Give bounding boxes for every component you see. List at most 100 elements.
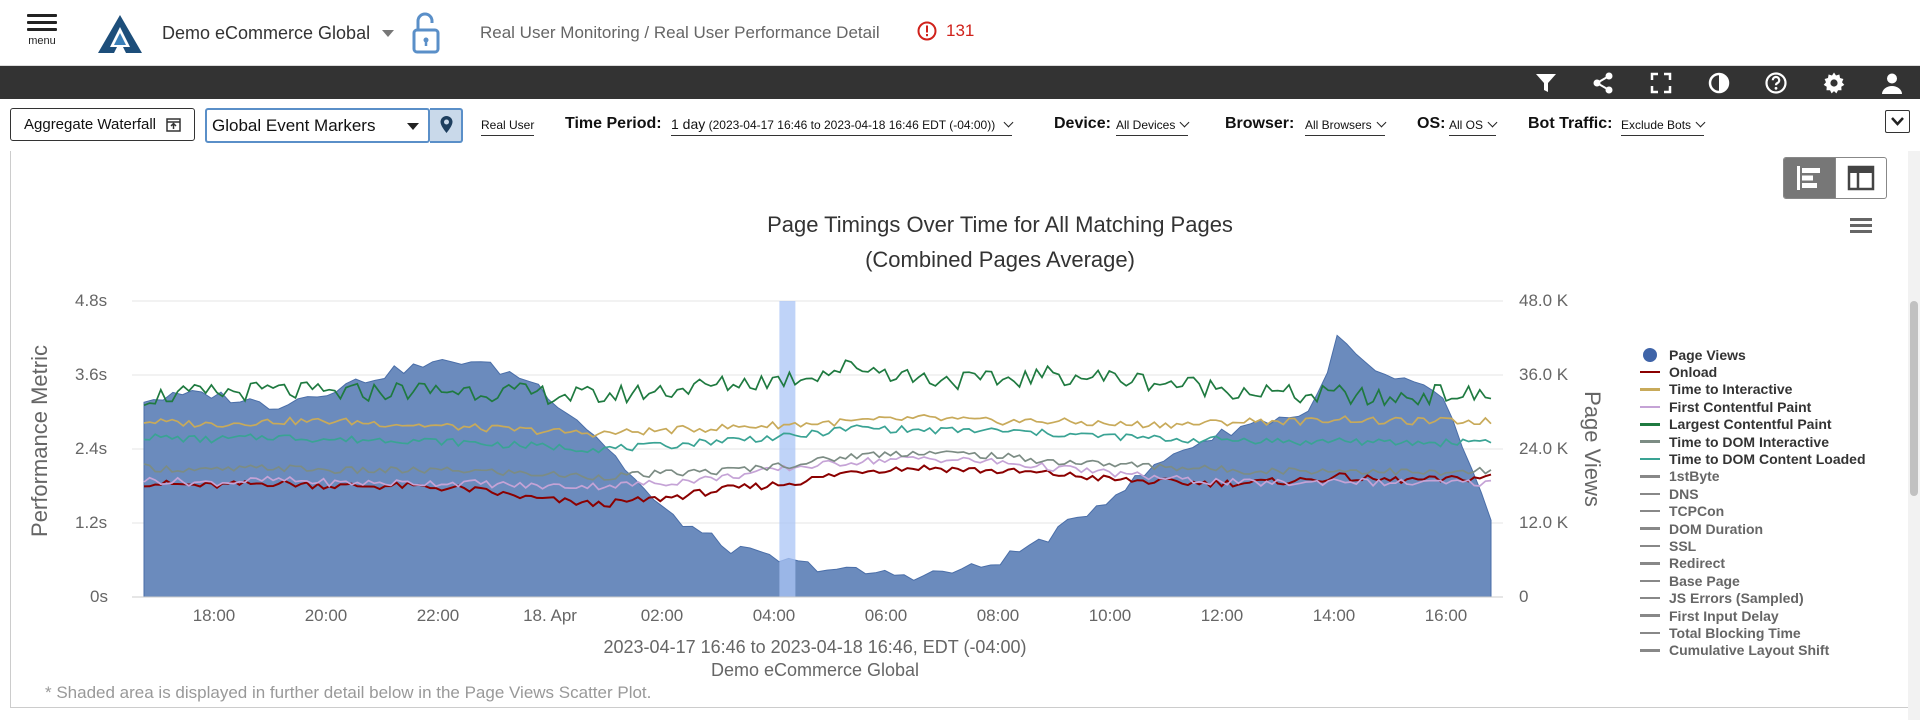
app-switch-caret-icon[interactable] bbox=[382, 30, 394, 37]
legend-symbol bbox=[1640, 347, 1660, 362]
legend-symbol bbox=[1640, 405, 1660, 409]
legend-item[interactable]: DOM Duration bbox=[1640, 520, 1910, 537]
legend-line bbox=[1640, 527, 1660, 530]
legend-line bbox=[1640, 544, 1660, 548]
hamburger-icon-bar bbox=[27, 21, 57, 24]
vertical-scrollbar[interactable] bbox=[1908, 151, 1920, 720]
legend-line bbox=[1640, 423, 1660, 426]
share-icon[interactable] bbox=[1591, 71, 1615, 95]
legend-symbol bbox=[1640, 475, 1660, 478]
y-tick-left: 4.8s bbox=[75, 291, 108, 310]
legend-label: Cumulative Layout Shift bbox=[1669, 642, 1830, 659]
chevron-down-icon bbox=[1695, 117, 1706, 128]
legend-symbol bbox=[1640, 562, 1660, 565]
legend-item[interactable]: Base Page bbox=[1640, 572, 1910, 589]
x-tick: 18. Apr bbox=[523, 606, 577, 625]
x-tick: 20:00 bbox=[304, 606, 348, 625]
x-tick: 06:00 bbox=[864, 606, 908, 625]
brand-logo-icon[interactable] bbox=[96, 13, 144, 55]
legend-item[interactable]: Time to DOM Content Loaded bbox=[1640, 450, 1910, 467]
legend-symbol bbox=[1640, 631, 1660, 635]
legend-symbol bbox=[1640, 492, 1660, 496]
aggregate-waterfall-button[interactable]: Aggregate Waterfall bbox=[10, 108, 195, 141]
legend-symbol bbox=[1640, 596, 1660, 600]
real-user-selector[interactable]: Real User bbox=[481, 118, 535, 136]
legend-item[interactable]: DNS bbox=[1640, 485, 1910, 502]
chart-menu-hamburger-icon[interactable] bbox=[1850, 218, 1872, 236]
device-dropdown[interactable]: All Devices bbox=[1116, 117, 1190, 136]
menu-label: menu bbox=[28, 35, 56, 47]
legend-label: DNS bbox=[1669, 485, 1699, 502]
chart-view-button[interactable] bbox=[1784, 158, 1835, 198]
legend-item[interactable]: Redirect bbox=[1640, 555, 1910, 572]
y-axis-title-right: Page Views bbox=[1580, 391, 1605, 507]
table-view-button[interactable] bbox=[1834, 158, 1886, 198]
legend-item[interactable]: Time to Interactive bbox=[1640, 381, 1910, 398]
view-toggle bbox=[1783, 157, 1887, 199]
legend-item[interactable]: First Contentful Paint bbox=[1640, 398, 1910, 415]
y-tick-left: 1.2s bbox=[75, 513, 108, 532]
chevron-down-icon bbox=[407, 123, 419, 130]
legend-item[interactable]: Onload bbox=[1640, 363, 1910, 380]
event-markers-select[interactable]: Global Event Markers bbox=[205, 108, 430, 143]
legend-line bbox=[1640, 492, 1660, 496]
x-tick: 08:00 bbox=[976, 606, 1020, 625]
action-toolbar bbox=[0, 66, 1920, 99]
legend-item[interactable]: Total Blocking Time bbox=[1640, 624, 1910, 641]
x-tick: 14:00 bbox=[1312, 606, 1356, 625]
x-tick: 18:00 bbox=[192, 606, 236, 625]
legend-item[interactable]: Page Views bbox=[1640, 346, 1910, 363]
app-name[interactable]: Demo eCommerce Global bbox=[162, 23, 371, 43]
legend-label: TCPCon bbox=[1669, 503, 1725, 520]
chart-legend: Page Views Onload Time to Interactive First… bbox=[1640, 346, 1910, 659]
legend-item[interactable]: 1stByte bbox=[1640, 468, 1910, 485]
user-icon[interactable] bbox=[1880, 71, 1904, 95]
contrast-icon[interactable] bbox=[1707, 71, 1731, 95]
collapse-filters-button[interactable] bbox=[1885, 110, 1910, 133]
chevron-down-icon bbox=[1376, 117, 1387, 128]
legend-item[interactable]: Cumulative Layout Shift bbox=[1640, 642, 1910, 659]
legend-item[interactable]: JS Errors (Sampled) bbox=[1640, 589, 1910, 606]
chevron-down-icon bbox=[1487, 117, 1498, 128]
hamburger-icon-bar bbox=[27, 28, 57, 31]
alert-count: 131 bbox=[946, 21, 975, 40]
x-axis-subcaption: Demo eCommerce Global bbox=[710, 660, 920, 680]
x-tick: 04:00 bbox=[752, 606, 796, 625]
legend-item[interactable]: Time to DOM Interactive bbox=[1640, 433, 1910, 450]
alert-indicator[interactable]: 131 bbox=[917, 21, 974, 41]
time-period-dropdown[interactable]: 1 day (2023-04-17 16:46 to 2023-04-18 16… bbox=[671, 116, 1014, 136]
legend-item[interactable]: First Input Delay bbox=[1640, 607, 1910, 624]
legend-label: JS Errors (Sampled) bbox=[1669, 590, 1804, 607]
x-tick: 02:00 bbox=[640, 606, 684, 625]
legend-item[interactable]: SSL bbox=[1640, 537, 1910, 554]
scrollbar-thumb[interactable] bbox=[1910, 301, 1918, 496]
legend-symbol bbox=[1640, 370, 1660, 374]
legend-symbol bbox=[1640, 388, 1660, 391]
alert-icon bbox=[917, 21, 937, 41]
top-header: menu Demo eCommerce Global Real User Mon… bbox=[0, 0, 1920, 66]
fullscreen-icon[interactable] bbox=[1649, 71, 1673, 95]
filter-icon[interactable] bbox=[1534, 71, 1558, 95]
legend-symbol bbox=[1640, 457, 1660, 461]
legend-label: Page Views bbox=[1669, 346, 1746, 363]
legend-label: DOM Duration bbox=[1669, 520, 1764, 537]
legend-line bbox=[1640, 509, 1660, 513]
legend-item[interactable]: Largest Contentful Paint bbox=[1640, 416, 1910, 433]
bot-traffic-dropdown[interactable]: Exclude Bots bbox=[1621, 117, 1706, 136]
bot-traffic-label: Bot Traffic: bbox=[1528, 115, 1613, 132]
legend-label: Time to DOM Interactive bbox=[1669, 433, 1830, 450]
legend-symbol bbox=[1640, 579, 1660, 583]
legend-line bbox=[1640, 614, 1660, 617]
unlocked-icon[interactable] bbox=[410, 10, 442, 56]
browser-label: Browser: bbox=[1225, 115, 1295, 132]
x-tick: 22:00 bbox=[416, 606, 460, 625]
legend-item[interactable]: TCPCon bbox=[1640, 503, 1910, 520]
legend-symbol bbox=[1640, 509, 1660, 513]
menu-button[interactable]: menu bbox=[22, 12, 62, 60]
help-icon[interactable] bbox=[1764, 71, 1788, 95]
browser-dropdown[interactable]: All Browsers bbox=[1305, 117, 1387, 136]
os-dropdown[interactable]: All OS bbox=[1449, 117, 1498, 136]
device-label: Device: bbox=[1054, 115, 1111, 132]
settings-icon[interactable] bbox=[1822, 71, 1846, 95]
event-marker-pin-button[interactable] bbox=[430, 108, 463, 143]
